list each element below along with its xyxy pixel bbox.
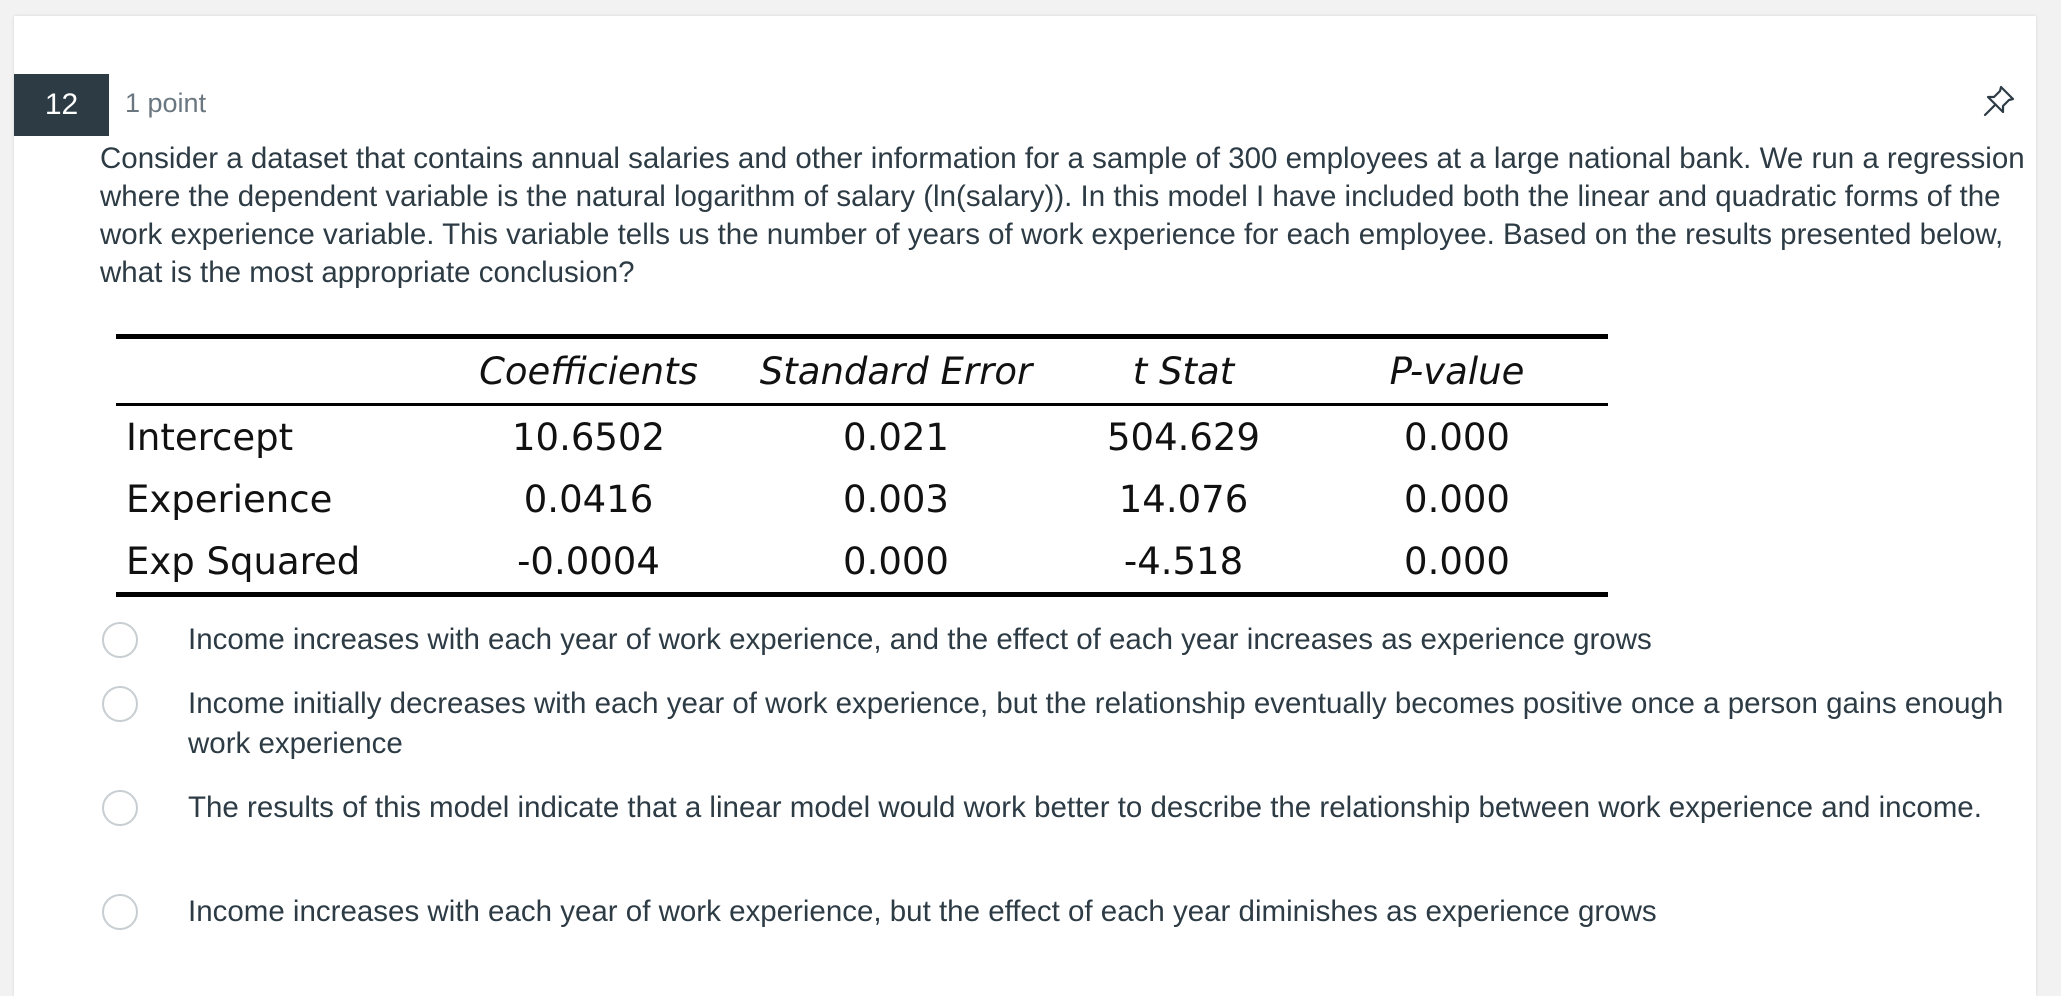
- standard-error-value: 0.021: [843, 415, 949, 459]
- radio-button[interactable]: [102, 686, 138, 722]
- answer-text[interactable]: Income increases with each year of work …: [188, 623, 1652, 656]
- table-header-p-value: P-value: [1306, 334, 1608, 406]
- table-header-row: Coefficients Standard Error t Stat P-val…: [116, 334, 1608, 406]
- answer-option-1[interactable]: Income increases with each year of work …: [102, 620, 2032, 660]
- pin-icon[interactable]: [1980, 82, 2018, 120]
- row-label: Exp Squared: [116, 530, 446, 597]
- p-value: 0.000: [1306, 530, 1608, 597]
- question-card: 12 1 point Consider a dataset that conta…: [14, 16, 2036, 996]
- row-label: Intercept: [126, 415, 294, 459]
- standard-error-value: 0.003: [843, 477, 949, 521]
- answer-option-2[interactable]: Income initially decreases with each yea…: [102, 684, 2032, 764]
- table-header-coefficients: Coefficients: [446, 334, 731, 406]
- answer-option-3[interactable]: The results of this model indicate that …: [102, 788, 2032, 828]
- question-text: Consider a dataset that contains annual …: [100, 142, 2025, 289]
- p-value: 0.000: [1404, 415, 1510, 459]
- coefficient-value: -0.0004: [446, 530, 731, 597]
- coefficient-value: 0.0416: [523, 477, 654, 521]
- question-number: 12: [44, 88, 79, 121]
- t-stat-value: 14.076: [1118, 477, 1249, 521]
- p-value: 0.000: [1404, 477, 1510, 521]
- radio-button[interactable]: [102, 622, 138, 658]
- table-header-empty: [116, 334, 446, 406]
- table-header-standard-error: Standard Error: [731, 334, 1061, 406]
- table-row: Intercept 10.6502 0.021 504.629 0.000: [116, 405, 1608, 469]
- coefficient-value: 10.6502: [511, 415, 665, 459]
- standard-error-value: 0.000: [731, 530, 1061, 597]
- answer-text[interactable]: Income increases with each year of work …: [188, 895, 1657, 928]
- radio-button[interactable]: [102, 894, 138, 930]
- answer-text[interactable]: Income initially decreases with each yea…: [188, 687, 2004, 760]
- row-label: Experience: [126, 477, 333, 521]
- radio-button[interactable]: [102, 790, 138, 826]
- t-stat-value: -4.518: [1061, 530, 1306, 597]
- regression-output-table: Coefficients Standard Error t Stat P-val…: [116, 334, 1608, 602]
- table-row: Experience 0.0416 0.003 14.076 0.000: [116, 468, 1608, 530]
- answer-option-4[interactable]: Income increases with each year of work …: [102, 892, 2032, 932]
- table-row: Exp Squared -0.0004 0.000 -4.518 0.000: [116, 530, 1608, 597]
- answer-text[interactable]: The results of this model indicate that …: [188, 791, 1982, 824]
- question-number-badge: 12: [14, 74, 109, 136]
- table-header-t-stat: t Stat: [1061, 334, 1306, 406]
- t-stat-value: 504.629: [1106, 415, 1260, 459]
- question-points: 1 point: [125, 88, 207, 118]
